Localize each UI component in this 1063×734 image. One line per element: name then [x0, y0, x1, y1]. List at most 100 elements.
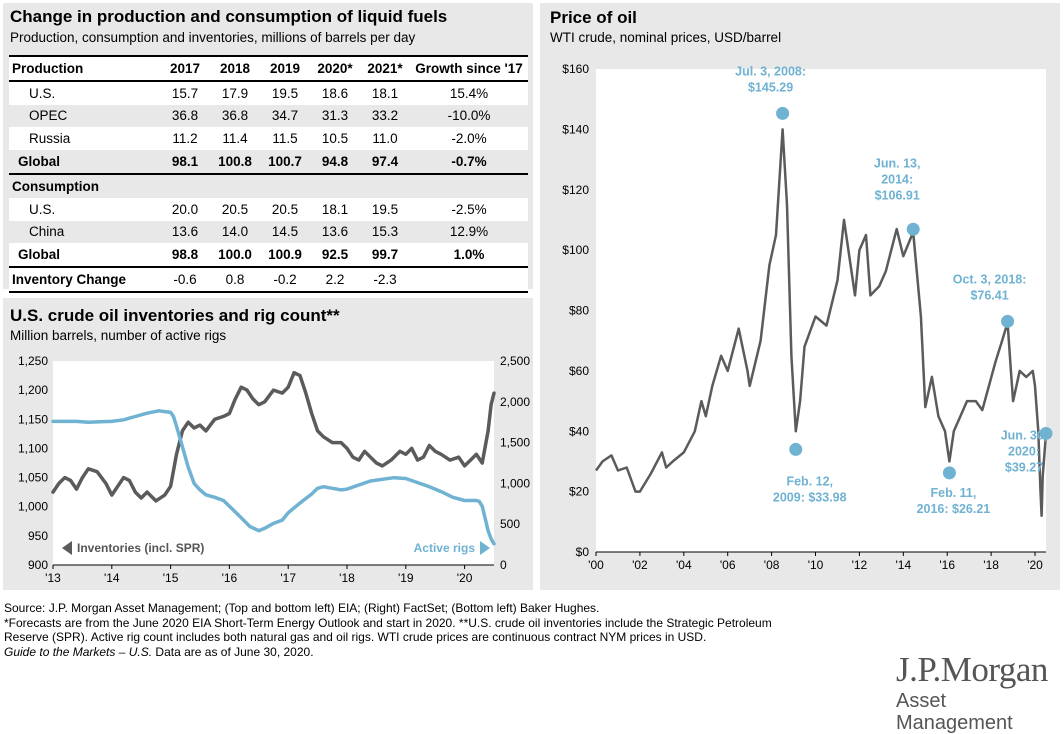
inventories-arrow-icon: [62, 541, 72, 555]
consumption-header: Consumption: [9, 172, 528, 198]
table-cell: 15.3: [360, 220, 410, 244]
table-cell: 33.2: [360, 104, 410, 128]
table-cell: 18.6: [310, 80, 360, 105]
consumption-header-row: Consumption: [9, 172, 528, 198]
y-right-tick-label: 0: [500, 558, 507, 572]
x-tick-label: '19: [398, 571, 414, 585]
table-cell: 99.7: [360, 243, 410, 268]
active-rigs-line: [51, 409, 496, 546]
y-right-tick-label: 2,000: [500, 395, 530, 409]
price-point-marker: [789, 442, 803, 456]
table-cell: 36.8: [210, 104, 260, 128]
x-tick-label: '17: [280, 571, 296, 585]
y-left-tick-label: 1,200: [18, 383, 48, 397]
annotation-date-label: Oct. 3, 2018:: [953, 272, 1027, 286]
price-point-marker: [1001, 314, 1015, 328]
y-left-tick-label: 1,000: [18, 500, 48, 514]
table-cell: 100.7: [260, 150, 310, 174]
active-rigs-arrow-icon: [480, 541, 490, 555]
price-point-marker: [942, 466, 956, 480]
annotation-value-label: $145.29: [748, 80, 793, 94]
oil-price-chart: $160 $140 $120 $100 $80 $60 $40 $20 $0'00 '02 '04 '…: [562, 62, 1053, 572]
table-cell: 0.8: [210, 266, 260, 293]
logo-wordmark: J.P.Morgan: [896, 650, 1048, 689]
x-tick-label: '00: [588, 558, 604, 572]
inventory-rig-chart: 1,250 1,200 1,150 1,100 1,050 1,000 950 900 2,50…: [18, 354, 530, 585]
table-cell: -0.6: [160, 266, 210, 293]
table-cell: -0.2: [260, 266, 310, 293]
y-tick-label: $100: [562, 243, 589, 257]
row-label: Inventory Change: [9, 266, 160, 293]
price-point-marker: [1039, 426, 1053, 440]
annotation-year-label: 2020:: [1008, 444, 1040, 458]
table-cell: 92.5: [310, 243, 360, 268]
production-header: Production: [9, 55, 160, 82]
table-cell: 18.1: [360, 80, 410, 105]
table-cell: -0.7%: [410, 150, 528, 174]
row-label: Russia: [9, 127, 160, 151]
footnote-spr: Reserve (SPR). Active rig count includes…: [4, 630, 707, 644]
y-right-tick-label: 1,000: [500, 476, 530, 490]
row-label: OPEC: [9, 104, 160, 128]
table-cell: 15.7: [160, 80, 210, 105]
table-cell: -2.0%: [410, 127, 528, 151]
table-row: Russia 11.2 11.4 11.5 10.5 11.0 -2.0%: [9, 127, 528, 151]
table-row: China 13.6 14.0 14.5 13.6 15.3 12.9%: [9, 220, 528, 244]
x-tick-label: '14: [104, 571, 120, 585]
table-subtitle: Production, consumption and inventories,…: [10, 30, 416, 45]
table-cell: 1.0%: [410, 243, 528, 268]
col-2017: 2017: [160, 55, 210, 82]
oil-chart-subtitle: WTI crude, nominal prices, USD/barrel: [550, 30, 782, 45]
table-cell: 11.5: [260, 127, 310, 151]
table-cell: 100.8: [210, 150, 260, 174]
col-growth: Growth since '17: [410, 55, 528, 82]
annotation-value-label: $39.27: [1005, 460, 1043, 474]
oil-chart-title: Price of oil: [550, 8, 637, 27]
table-cell: -2.5%: [410, 197, 528, 221]
table-cell: 98.8: [160, 243, 210, 268]
col-2018: 2018: [210, 55, 260, 82]
table-cell: -10.0%: [410, 104, 528, 128]
jpmorgan-logo: J.P.Morgan Asset Management: [896, 652, 1063, 734]
table-row: Global 98.8 100.0 100.9 92.5 99.7 1.0%: [9, 243, 528, 268]
y-tick-label: $20: [569, 485, 589, 499]
table-cell: 11.0: [360, 127, 410, 151]
footnotes: Source: J.P. Morgan Asset Management; (T…: [4, 601, 864, 659]
y-tick-label: $0: [576, 545, 590, 559]
y-tick-label: $60: [569, 364, 589, 378]
table-cell: 11.2: [160, 127, 210, 151]
table-cell: 97.4: [360, 150, 410, 174]
x-tick-label: '20: [457, 571, 473, 585]
inventory-chart-subtitle: Million barrels, number of active rigs: [10, 328, 227, 343]
table-cell: 14.5: [260, 220, 310, 244]
col-2020: 2020*: [310, 55, 360, 82]
annotation-year-label: 2014:: [881, 172, 913, 186]
y-right-tick-label: 500: [500, 517, 520, 531]
x-tick-label: '16: [222, 571, 238, 585]
table-cell: 100.0: [210, 243, 260, 268]
table-cell: 13.6: [310, 220, 360, 244]
annotation-date-label: Jun. 30,: [1001, 428, 1048, 442]
table-cell: 31.3: [310, 104, 360, 128]
production-header-row: Production 2017 2018 2019 2020* 2021* Gr…: [9, 55, 528, 82]
x-tick-label: '02: [632, 558, 648, 572]
plot-area: [53, 361, 494, 565]
x-tick-label: '20: [1027, 558, 1043, 572]
y-tick-label: $160: [562, 62, 589, 76]
y-left-tick-label: 1,050: [18, 471, 48, 485]
x-tick-label: '04: [676, 558, 692, 572]
annotation-date-label: Feb. 11,: [930, 486, 976, 500]
y-tick-label: $80: [569, 304, 589, 318]
annotation-date-label: Jun. 13,: [874, 156, 921, 170]
table-row: Global 98.1 100.8 100.7 94.8 97.4 -0.7%: [9, 150, 528, 174]
table-cell: 18.1: [310, 197, 360, 221]
table-row: U.S. 15.7 17.9 19.5 18.6 18.1 15.4%: [9, 80, 528, 105]
logo-tagline: Asset Management: [896, 690, 1013, 734]
data-date: Data are as of June 30, 2020.: [152, 644, 314, 659]
annotation-date-label: Jul. 3, 2008:: [735, 64, 806, 78]
annotation-date-label: Feb. 12,: [786, 474, 833, 488]
table-cell: 17.9: [210, 80, 260, 105]
y-tick-label: $40: [569, 424, 589, 438]
x-tick-label: '15: [163, 571, 179, 585]
y-left-tick-label: 1,250: [18, 354, 48, 368]
